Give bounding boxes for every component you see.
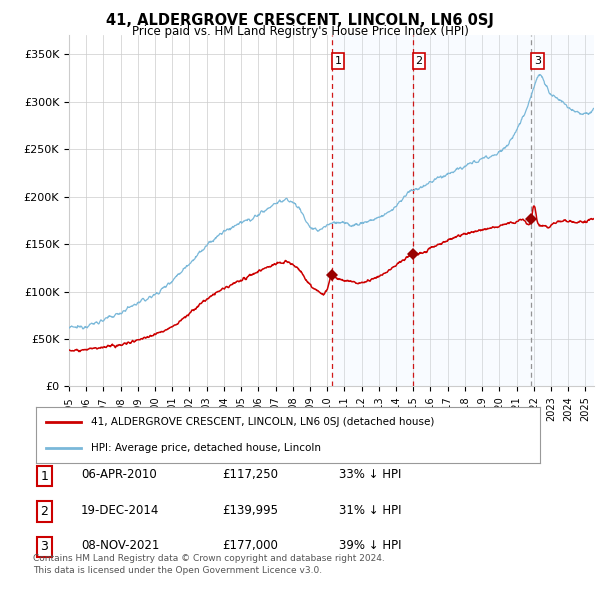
Text: 41, ALDERGROVE CRESCENT, LINCOLN, LN6 0SJ (detached house): 41, ALDERGROVE CRESCENT, LINCOLN, LN6 0S… [91,417,435,427]
Text: 2: 2 [40,505,49,518]
Text: Price paid vs. HM Land Registry's House Price Index (HPI): Price paid vs. HM Land Registry's House … [131,25,469,38]
Text: 33% ↓ HPI: 33% ↓ HPI [339,468,401,481]
Text: 3: 3 [40,540,49,553]
Text: HPI: Average price, detached house, Lincoln: HPI: Average price, detached house, Linc… [91,443,322,453]
Text: 06-APR-2010: 06-APR-2010 [81,468,157,481]
Text: £117,250: £117,250 [222,468,278,481]
Text: Contains HM Land Registry data © Crown copyright and database right 2024.
This d: Contains HM Land Registry data © Crown c… [33,554,385,575]
Bar [532,35,594,386]
Bar [413,35,532,386]
Text: 1: 1 [334,56,341,66]
Text: 19-DEC-2014: 19-DEC-2014 [81,504,160,517]
Text: 39% ↓ HPI: 39% ↓ HPI [339,539,401,552]
Text: 31% ↓ HPI: 31% ↓ HPI [339,504,401,517]
Text: £177,000: £177,000 [222,539,278,552]
Text: £139,995: £139,995 [222,504,278,517]
Text: 1: 1 [40,470,49,483]
Text: 2: 2 [415,56,422,66]
Text: 41, ALDERGROVE CRESCENT, LINCOLN, LN6 0SJ: 41, ALDERGROVE CRESCENT, LINCOLN, LN6 0S… [106,13,494,28]
Text: 08-NOV-2021: 08-NOV-2021 [81,539,160,552]
Bar [332,35,413,386]
Text: 3: 3 [534,56,541,66]
